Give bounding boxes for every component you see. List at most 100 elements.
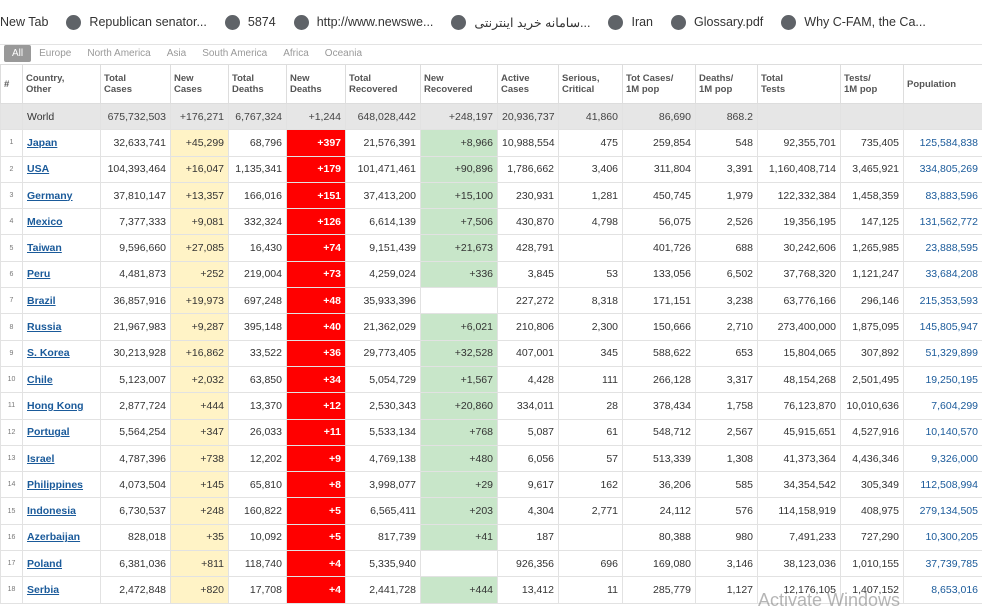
region-tab[interactable]: South America bbox=[194, 45, 275, 62]
bookmark[interactable]: Iran bbox=[608, 15, 653, 30]
table-cell: 41,373,364 bbox=[758, 445, 841, 471]
table-cell[interactable]: Serbia bbox=[23, 577, 101, 603]
bookmark[interactable]: Republican senator... bbox=[66, 15, 206, 30]
region-tab[interactable]: Oceania bbox=[317, 45, 370, 62]
table-cell[interactable]: USA bbox=[23, 156, 101, 182]
table-cell: +9,287 bbox=[171, 314, 229, 340]
table-cell: 285,779 bbox=[623, 577, 696, 603]
table-cell[interactable]: Hong Kong bbox=[23, 393, 101, 419]
column-header[interactable]: Country,Other bbox=[23, 65, 101, 104]
column-header[interactable]: Tot Cases/1M pop bbox=[623, 65, 696, 104]
table-cell: 16,430 bbox=[229, 235, 287, 261]
table-cell: 279,134,505 bbox=[904, 498, 982, 524]
region-tab[interactable]: North America bbox=[79, 45, 158, 62]
table-cell: 37,768,320 bbox=[758, 261, 841, 287]
bookmark[interactable]: Why C-FAM, the Ca... bbox=[781, 15, 926, 30]
table-cell: 696 bbox=[559, 551, 623, 577]
table-cell: 648,028,442 bbox=[346, 104, 421, 130]
table-cell: 307,892 bbox=[841, 340, 904, 366]
table-cell: 688 bbox=[696, 235, 758, 261]
table-cell[interactable]: Indonesia bbox=[23, 498, 101, 524]
header-line: # bbox=[4, 79, 9, 90]
table-cell: 37,739,785 bbox=[904, 551, 982, 577]
table-cell: 675,732,503 bbox=[101, 104, 171, 130]
table-cell: +35 bbox=[171, 524, 229, 550]
table-cell: 980 bbox=[696, 524, 758, 550]
table-cell: +5 bbox=[287, 498, 346, 524]
table-cell[interactable]: Japan bbox=[23, 130, 101, 156]
table-cell[interactable]: Philippines bbox=[23, 472, 101, 498]
column-header[interactable]: # bbox=[1, 65, 23, 104]
table-cell[interactable]: Israel bbox=[23, 445, 101, 471]
table-cell: 1,458,359 bbox=[841, 182, 904, 208]
table-cell: 6,502 bbox=[696, 261, 758, 287]
column-header[interactable]: Deaths/1M pop bbox=[696, 65, 758, 104]
region-tab[interactable]: Africa bbox=[275, 45, 317, 62]
table-cell[interactable]: Taiwan bbox=[23, 235, 101, 261]
table-cell[interactable]: S. Korea bbox=[23, 340, 101, 366]
table-cell: 1,281 bbox=[559, 182, 623, 208]
table-cell: 296,146 bbox=[841, 288, 904, 314]
region-tab[interactable]: Asia bbox=[159, 45, 194, 62]
table-cell: +41 bbox=[421, 524, 498, 550]
table-cell: 57 bbox=[559, 445, 623, 471]
table-cell: 408,975 bbox=[841, 498, 904, 524]
column-header[interactable]: Population bbox=[904, 65, 982, 104]
table-cell: 21,967,983 bbox=[101, 314, 171, 340]
table-cell: 4,428 bbox=[498, 366, 559, 392]
table-cell: +9 bbox=[287, 445, 346, 471]
table-cell[interactable]: Poland bbox=[23, 551, 101, 577]
table-cell: 63,850 bbox=[229, 366, 287, 392]
table-cell[interactable]: Russia bbox=[23, 314, 101, 340]
table-cell: 8 bbox=[1, 314, 23, 340]
table-cell[interactable]: Brazil bbox=[23, 288, 101, 314]
table-cell: 11 bbox=[1, 393, 23, 419]
table-cell: 76,123,870 bbox=[758, 393, 841, 419]
table-cell[interactable]: Chile bbox=[23, 366, 101, 392]
table-cell: 576 bbox=[696, 498, 758, 524]
table-cell: 118,740 bbox=[229, 551, 287, 577]
table-cell: +738 bbox=[171, 445, 229, 471]
table-cell: 585 bbox=[696, 472, 758, 498]
column-header[interactable]: Serious,Critical bbox=[559, 65, 623, 104]
bookmark-icon bbox=[671, 15, 686, 30]
table-cell: +252 bbox=[171, 261, 229, 287]
table-cell: 378,434 bbox=[623, 393, 696, 419]
table-cell: 401,726 bbox=[623, 235, 696, 261]
table-cell: 83,883,596 bbox=[904, 182, 982, 208]
header-line: Cases bbox=[501, 84, 529, 95]
region-tab[interactable]: All bbox=[4, 45, 31, 62]
table-cell: 7 bbox=[1, 288, 23, 314]
bookmark[interactable]: New Tab bbox=[0, 15, 48, 29]
bookmark[interactable]: 5874 bbox=[225, 15, 276, 30]
bookmark[interactable]: Glossary.pdf bbox=[671, 15, 763, 30]
table-cell[interactable]: Peru bbox=[23, 261, 101, 287]
column-header[interactable]: Tests/1M pop bbox=[841, 65, 904, 104]
table-cell[interactable]: Germany bbox=[23, 182, 101, 208]
table-cell[interactable]: Mexico bbox=[23, 209, 101, 235]
table-cell: 160,822 bbox=[229, 498, 287, 524]
header-line: Population bbox=[907, 79, 956, 90]
bookmark[interactable]: سامانه خرید اینترنتی... bbox=[451, 15, 590, 30]
bookmark[interactable]: http://www.newswe... bbox=[294, 15, 434, 30]
table-cell[interactable]: World bbox=[23, 104, 101, 130]
table-cell[interactable]: Portugal bbox=[23, 419, 101, 445]
table-cell: +32,528 bbox=[421, 340, 498, 366]
table-cell: 68,796 bbox=[229, 130, 287, 156]
table-cell: 588,622 bbox=[623, 340, 696, 366]
table-cell: 101,471,461 bbox=[346, 156, 421, 182]
table-cell[interactable]: Azerbaijan bbox=[23, 524, 101, 550]
region-tab[interactable]: Europe bbox=[31, 45, 79, 62]
